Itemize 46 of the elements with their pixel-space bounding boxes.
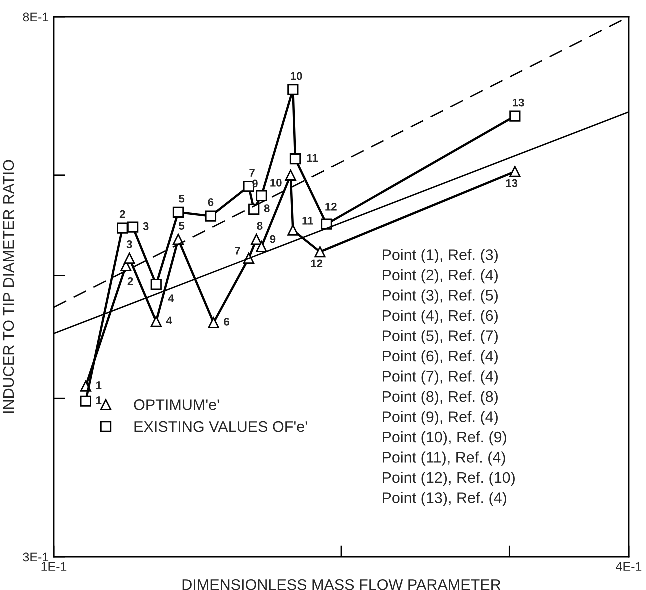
annotation: 2 [120, 210, 126, 218]
annotation: 6 [224, 318, 230, 326]
annotation: 10 [270, 179, 282, 187]
y-axis-title: INDUCER TO TIP DIAMETER RATIO [3, 160, 14, 414]
annotation: 11 [307, 154, 318, 162]
annotation: 7 [250, 169, 255, 177]
annotation: Point (5), Ref. (7) [383, 330, 498, 344]
annotation: Point (11), Ref. (4) [383, 452, 506, 466]
y-tick-label: 3E-1 [23, 552, 49, 562]
annotation: 2 [128, 277, 134, 286]
annotation: 6 [208, 198, 214, 206]
y-tick-label: 8E-1 [23, 12, 49, 22]
annotation: Point (2), Ref. (4) [383, 269, 498, 284]
annotation: 7 [235, 247, 240, 255]
annotation: Point (13), Ref. (4) [383, 492, 506, 506]
legend-label: OPTIMUM'e' [134, 400, 220, 410]
annotation: Point (4), Ref. (6) [383, 310, 498, 324]
annotation: 12 [326, 202, 337, 211]
annotation: 4 [168, 294, 174, 302]
annotation: Point (1), Ref. (3) [383, 249, 498, 264]
x-tick-label: 1E-1 [42, 562, 67, 571]
legend-label: EXISTING VALUES OF'e' [134, 421, 308, 432]
annotation: 1 [96, 396, 102, 404]
annotation: 8 [257, 222, 263, 230]
annotation: Point (8), Ref. (8) [383, 390, 498, 406]
annotation: 10 [291, 72, 302, 80]
annotation: Point (6), Ref. (4) [383, 350, 498, 365]
x-tick-label: 4E-1 [616, 562, 642, 571]
annotation: 9 [270, 235, 276, 244]
annotation: 11 [302, 217, 314, 225]
annotation: 3 [143, 222, 149, 230]
annotation: Point (9), Ref. (4) [383, 411, 498, 426]
annotation: Point (10), Ref. (9) [383, 431, 506, 446]
annotation: 4 [166, 316, 172, 325]
annotation: Point (3), Ref. (5) [383, 290, 498, 304]
annotation: 5 [179, 222, 185, 230]
annotation: Point (7), Ref. (4) [383, 370, 498, 385]
annotation: 8 [264, 204, 270, 212]
annotation: 1 [96, 382, 102, 390]
x-axis-title: DIMENSIONLESS MASS FLOW PARAMETER [182, 579, 501, 590]
annotation: 12 [311, 260, 323, 268]
annotation: 3 [126, 240, 132, 248]
annotation: Point (12), Ref. (10) [383, 472, 515, 486]
annotation: 13 [506, 179, 518, 188]
annotation: 5 [179, 195, 185, 203]
annotation: 13 [513, 98, 524, 107]
